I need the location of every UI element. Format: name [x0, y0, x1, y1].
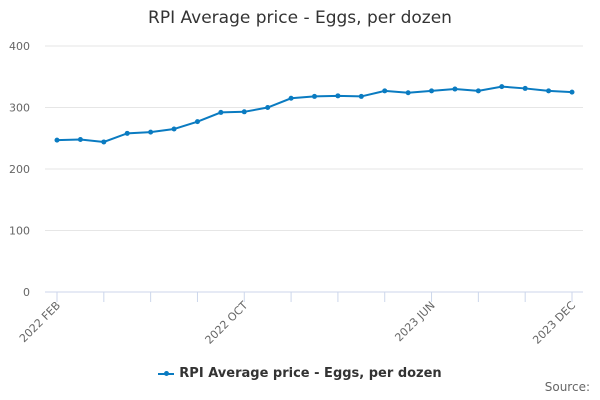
data-point	[522, 85, 528, 91]
y-tick-label: 100	[9, 225, 30, 238]
data-point	[499, 84, 505, 90]
x-tick-label: 2022 FEB	[17, 299, 63, 345]
y-tick-label: 0	[23, 286, 30, 299]
data-point	[358, 93, 364, 99]
chart-title: RPI Average price - Eggs, per dozen	[148, 8, 452, 28]
data-point	[475, 88, 481, 94]
data-point	[54, 137, 60, 143]
data-point	[218, 109, 224, 115]
x-tick-label: 2022 OCT	[203, 299, 251, 347]
data-point	[546, 88, 552, 94]
data-point	[124, 130, 130, 136]
y-tick-label: 300	[9, 102, 30, 115]
x-tick-label: 2023 JUN	[392, 299, 437, 344]
data-point	[288, 95, 294, 101]
y-tick-label: 400	[9, 40, 30, 53]
x-tick-label: 2023 DEC	[530, 299, 578, 347]
data-point	[569, 89, 575, 95]
data-point	[452, 86, 458, 92]
source-credit[interactable]: Source:	[544, 380, 590, 394]
data-point	[312, 93, 317, 99]
data-point	[382, 88, 388, 94]
data-point	[265, 105, 271, 110]
data-point	[148, 129, 154, 135]
legend-line-icon	[158, 370, 175, 376]
data-point	[101, 139, 107, 145]
y-tick-label: 200	[9, 163, 30, 176]
data-point	[405, 90, 411, 96]
legend-label: RPI Average price - Eggs, per dozen	[179, 366, 442, 381]
data-point	[171, 126, 177, 132]
data-point	[429, 88, 435, 94]
data-point	[335, 93, 341, 99]
data-point	[241, 109, 247, 115]
legend[interactable]: RPI Average price - Eggs, per dozen	[0, 366, 600, 381]
data-point	[77, 136, 83, 142]
data-point	[194, 119, 200, 125]
